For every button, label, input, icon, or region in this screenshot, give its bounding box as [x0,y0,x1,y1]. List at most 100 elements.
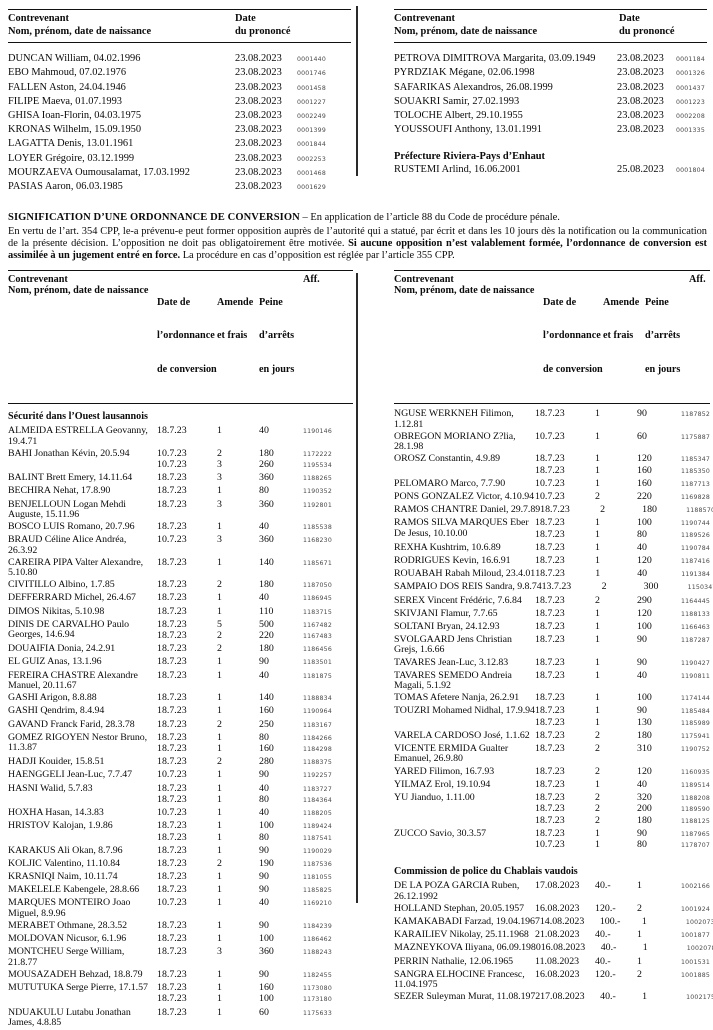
header-offender-line1: Contrevenant [394,274,454,285]
case-ref: 1192801 [303,501,332,509]
offender-name: PELOMARO Marco, 7.7.90 [394,477,506,489]
conversion-row: BAHI Jonathan Kévin, 20.5.94 10.7.23 2 180 1… [8,448,353,472]
conversion-entry: 18.7.23 1 40 1181875 [157,669,353,682]
header-date-line1: Date [619,13,640,24]
conversion-entries: 18.7.23 1 100 1189424 18.7.23 1 80 1187541 [157,820,353,844]
conversion-entries: 18.7.23 5 500 1167482 18.7.23 2 220 1167483 [157,619,353,643]
offender-name: SOUAKRI Samir, 27.02.1993 [394,95,520,107]
conversion-entry: 18.7.23 1 90 1184239 [157,920,353,932]
conversion-entries: 10.7.23 1 90 1192257 [157,770,353,781]
arrest-days: 360 [259,534,274,546]
conversion-entries: 18.7.23 1 90 1184239 [157,920,353,932]
arrest-days: 360 [259,498,274,510]
conversion-row: RAMOS CHANTRE Daniel, 29.7.89 18.7.23 2 180… [394,504,713,516]
fine-value: 1 [217,831,222,843]
arrest-days: 260 [259,459,274,471]
case-ref: 1166463 [681,623,710,631]
conversion-entry: 18.7.23 1 80 1190352 [157,486,353,497]
fine-value: 3 [217,459,222,471]
conversion-row: KAMAKABADI Farzad, 19.04.1967 14.08.2023 1… [394,916,713,928]
conversion-entry: 18.7.23 1 140 1185671 [157,557,353,569]
arrest-days: 130 [637,716,652,728]
conversion-row: MOLDOVAN Nicusor, 6.1.96 18.7.23 1 100 11864… [8,933,353,945]
offender-name: KRONAS Wilhelm, 15.09.1950 [8,124,142,136]
header-arrest-line1: Peine [645,296,669,308]
header-date: Date du prononcé [619,13,707,38]
case-ref: 1188125 [681,817,710,825]
offender-name: OROSZ Constantin, 4.9.89 [394,453,501,465]
order-date: 10.7.23 [535,839,565,851]
arrest-days: 180 [637,814,652,826]
conversion-entry: 16.08.2023 120.- 2 1001924 [535,903,710,915]
order-date: 18.7.23 [535,705,565,717]
header-arrest-line3: en jours [645,364,681,376]
order-date: 18.7.23 [157,592,187,604]
conversion-entries: 18.7.23 1 100 1174144 [535,692,710,704]
case-ref: 1167482 [303,621,332,629]
fine-value: 2 [595,729,600,741]
order-date: 18.7.23 [157,968,187,980]
conversion-right-body: NGUSE WERKNEH Filimon, 1.12.81 18.7.23 1 90… [394,404,713,1003]
case-ref: 0001629 [297,184,326,192]
arrest-days: 160 [259,705,274,717]
order-date: 18.7.23 [535,620,565,632]
conversion-entries: 18.7.23 1 90 1187287 [535,634,710,656]
fine-value: 1 [217,669,222,681]
case-ref: 1178707 [681,842,710,850]
offender-name: RAMOS SILVA MARQUES Eber De Jesus, 10.10… [394,517,529,539]
case-ref: 1001531 [681,958,710,966]
case-ref: 1187287 [681,637,710,645]
pronouncement-date: 23.08.2023 [235,110,282,121]
order-date: 18.7.23 [535,656,565,668]
conversion-row: DEFFERRARD Michel, 26.4.67 18.7.23 1 40 1186… [8,593,353,604]
offender-name: TAVARES Jean-Luc, 3.12.83 [394,656,509,668]
conversion-row: SVOLGAARD Jens Christian Grejs, 1.6.66 18… [394,634,710,656]
header-aff: Aff. [303,274,320,285]
order-date: 18.7.23 [157,692,187,704]
case-ref: 0001326 [676,70,705,78]
conversion-entry: 18.7.23 1 100 1174144 [535,692,710,704]
header-arrest-line2: d’arrêts [259,330,295,342]
offender-name: MUTUTUKA Serge Pierre, 17.1.57 [8,982,148,994]
conversion-entry: 18.7.23 1 90 1190029 [157,845,353,857]
offender-name: KOLJIC Valentino, 11.10.84 [8,857,120,869]
header-order-date-line1: Date de [157,296,191,308]
pronouncement-date: 23.08.2023 [235,124,282,136]
conversion-right-rows: NGUSE WERKNEH Filimon, 1.12.81 18.7.23 1 90… [394,408,713,851]
conversion-entries: 18.7.23 1 140 1185671 [157,557,353,579]
fine-value: 1 [217,425,222,437]
conversion-entries: 17.08.2023 40.- 1 1002175 [540,991,713,1003]
header-order-date-line3: de conversion [157,364,217,376]
fine-value: 40.- [600,991,616,1003]
fine-value: 1 [595,408,600,420]
fine-value: 1 [217,993,222,1005]
offender-name: MARQUES MONTEIRO Joao Miguel, 8.9.96 [8,897,131,919]
table-rule [394,9,707,10]
conversion-row: SEREX Vincent Frédéric, 7.6.84 18.7.23 2 29… [394,595,710,607]
conversion-entry: 18.7.23 1 90 1185825 [157,884,353,896]
case-ref: 1185347 [681,456,710,464]
case-ref: 1192257 [303,772,332,780]
fine-value: 40.- [595,880,611,892]
offender-row: KRONAS Wilhelm, 15.09.1950 23.08.2023 0001… [8,123,351,137]
offender-name: GASHI Arigon, 8.8.88 [8,692,97,704]
conversion-entry: 18.7.23 1 80 1189526 [535,529,710,541]
conversion-entry: 13.7.23 2 300 1150347 [542,582,713,593]
case-ref: 1189526 [681,531,710,539]
offender-name: DEFFERRARD Michel, 26.4.67 [8,592,136,604]
conversion-entry: 18.7.23 1 120 1187416 [535,555,710,567]
case-ref: 1187536 [303,860,332,868]
conversion-entries: 17.08.2023 40.- 1 1002166 [535,881,710,902]
table-rule [394,42,707,44]
case-ref: 1195534 [303,462,332,470]
case-ref: 1175941 [681,732,710,740]
case-ref: 1173180 [303,996,332,1004]
conversion-entries: 21.08.2023 40.- 1 1001877 [535,929,710,941]
conversion-row: GASHI Arigon, 8.8.88 18.7.23 1 140 1188834 [8,692,353,704]
order-date: 18.7.23 [157,643,187,655]
case-ref: 1001877 [681,932,710,940]
table-rule [8,42,351,44]
arrest-days: 180 [259,579,274,591]
conversion-entries: 10.7.23 3 360 1168230 [157,534,353,556]
offender-name: RODRIGUES Kevin, 16.6.91 [394,554,511,566]
